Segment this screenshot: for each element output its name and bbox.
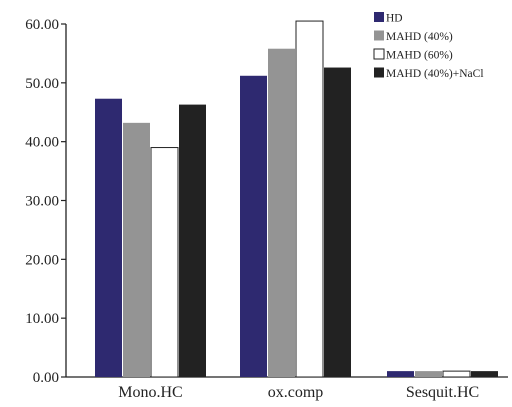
x-category-label: Sesquit.HC — [406, 384, 479, 401]
bar-sesquit-hc-series-3 — [442, 370, 471, 378]
x-axis-category-labels: Mono.HC ox.comp Sesquit.HC — [118, 384, 479, 401]
y-tick-label: 0.00 — [33, 370, 59, 386]
bar-mono-hc-series-2 — [123, 122, 150, 377]
legend: HD MAHD (40%) MAHD (60%) MAHD (40%)+NaCl — [373, 12, 484, 80]
y-tick-label: 50.00 — [25, 76, 59, 92]
legend-swatch — [374, 67, 384, 78]
bar-sesquit-hc-series-2 — [415, 371, 442, 377]
y-tick-label: 60.00 — [25, 17, 59, 33]
legend-label: HD — [386, 13, 403, 25]
bars — [95, 20, 498, 378]
bar-ox-comp-series-2 — [268, 48, 295, 378]
y-tick-label: 40.00 — [25, 135, 59, 151]
x-category-label: Mono.HC — [118, 384, 182, 401]
bar-ox-comp-series-1 — [240, 75, 267, 378]
legend-label: MAHD (40%) — [386, 31, 453, 43]
x-category-label: ox.comp — [268, 384, 324, 401]
y-tick-label: 10.00 — [25, 311, 59, 327]
y-axis-ticks: 0.00 10.00 20.00 30.00 40.00 50.00 60.00 — [25, 17, 66, 386]
legend-swatch — [374, 30, 384, 41]
bar-mono-hc-series-1 — [95, 98, 122, 378]
y-tick-label: 20.00 — [25, 252, 59, 268]
bar-mono-hc-series-3 — [150, 147, 179, 378]
legend-swatch — [373, 48, 385, 60]
bar-ox-comp-series-3 — [295, 20, 324, 378]
bar-sesquit-hc-series-4 — [471, 371, 498, 377]
bar-mono-hc-series-4 — [179, 104, 206, 377]
legend-swatch — [374, 12, 384, 22]
legend-label: MAHD (40%)+NaCl — [386, 68, 484, 80]
bar-sesquit-hc-series-1 — [387, 371, 414, 377]
bar-ox-comp-series-4 — [324, 67, 351, 377]
y-tick-label: 30.00 — [25, 194, 59, 210]
legend-label: MAHD (60%) — [386, 50, 453, 62]
